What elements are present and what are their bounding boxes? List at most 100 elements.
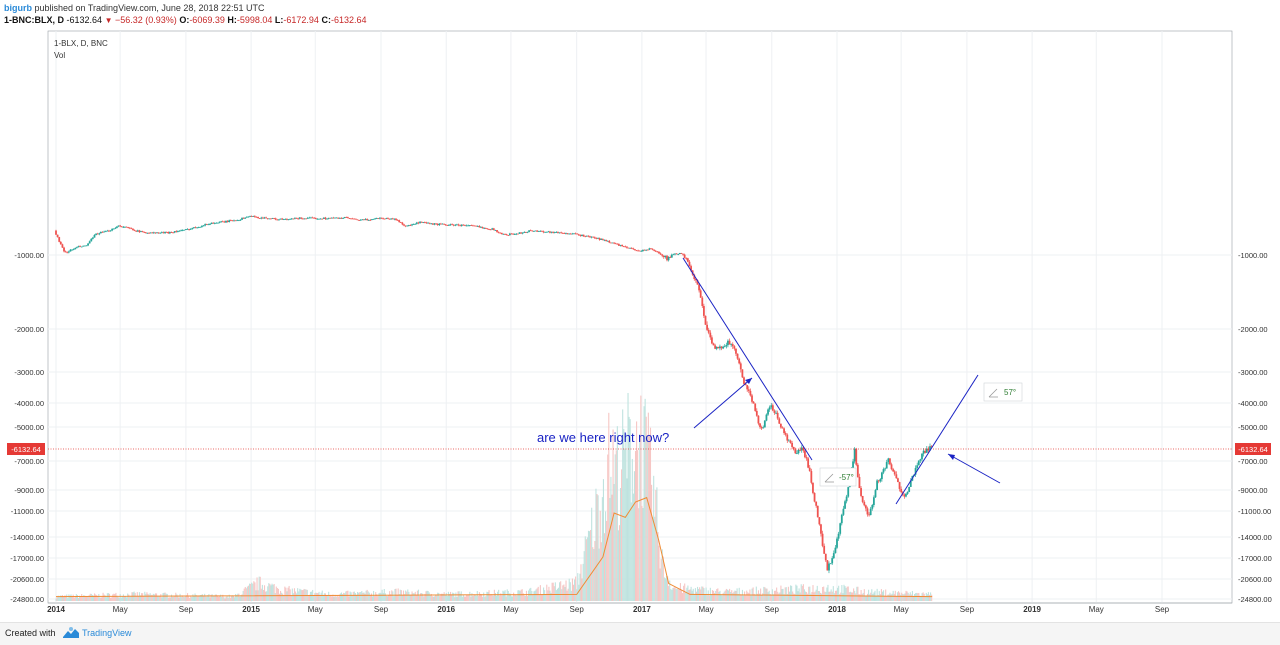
volume-bar bbox=[269, 583, 271, 601]
candle-body bbox=[218, 221, 221, 223]
volume-bar bbox=[789, 585, 792, 601]
candle-body bbox=[188, 229, 191, 230]
volume-bar bbox=[62, 596, 65, 601]
volume-bar bbox=[698, 588, 700, 601]
volume-bar bbox=[804, 591, 807, 601]
volume-bar bbox=[386, 596, 389, 601]
candle-body bbox=[74, 247, 77, 250]
arrow-to-downtrend bbox=[693, 377, 753, 429]
candle-body bbox=[760, 427, 763, 429]
volume-bar bbox=[841, 585, 843, 601]
candle-body bbox=[549, 231, 551, 233]
volume-bar bbox=[210, 594, 212, 601]
candle-body bbox=[555, 231, 558, 233]
candle-body bbox=[369, 219, 372, 221]
candle-body bbox=[268, 218, 271, 220]
candle-body bbox=[173, 231, 176, 233]
candle-body bbox=[306, 217, 309, 219]
volume-bar bbox=[627, 392, 629, 601]
volume-bar bbox=[570, 590, 572, 601]
volume-bar bbox=[271, 583, 273, 601]
candle-body bbox=[80, 246, 83, 248]
volume-bar bbox=[222, 594, 224, 601]
volume-bar bbox=[493, 589, 495, 601]
volume-bar bbox=[769, 594, 771, 601]
volume-bar bbox=[753, 593, 755, 601]
volume-bar bbox=[181, 595, 183, 601]
volume-bar bbox=[485, 596, 487, 601]
candle-body bbox=[152, 232, 155, 234]
volume-bar bbox=[67, 597, 69, 601]
volume-bar bbox=[844, 586, 846, 601]
volume-bar bbox=[847, 586, 849, 601]
volume-bar bbox=[673, 587, 675, 601]
candle-body bbox=[363, 219, 365, 221]
candle-body bbox=[542, 231, 545, 233]
volume-bar bbox=[755, 586, 757, 601]
volume-bar bbox=[296, 593, 298, 601]
candle-body bbox=[356, 219, 359, 221]
candle-body bbox=[634, 249, 636, 251]
candle-body bbox=[439, 223, 442, 225]
volume-bar bbox=[504, 590, 506, 601]
volume-bar bbox=[101, 597, 103, 601]
volume-bar bbox=[182, 596, 184, 601]
volume-bar bbox=[299, 588, 301, 601]
volume-bar bbox=[327, 595, 329, 601]
volume-bar bbox=[862, 592, 864, 601]
volume-bar bbox=[856, 586, 858, 601]
tradingview-brand[interactable]: TradingView bbox=[82, 628, 132, 638]
volume-bar bbox=[639, 434, 641, 601]
candle-body bbox=[130, 228, 133, 230]
volume-bar bbox=[360, 592, 362, 601]
candle-body bbox=[560, 232, 563, 234]
volume-bar bbox=[776, 587, 778, 601]
volume-bar bbox=[389, 591, 391, 601]
volume-bar bbox=[275, 586, 277, 601]
candle-body bbox=[451, 224, 454, 226]
volume-bar bbox=[387, 595, 390, 601]
y-tick-label-left: -4000.00 bbox=[14, 399, 44, 408]
volume-bar bbox=[183, 597, 185, 601]
candle-body bbox=[88, 241, 91, 244]
candle-body bbox=[318, 218, 320, 220]
volume-bar bbox=[354, 593, 356, 601]
volume-bar bbox=[796, 585, 798, 601]
volume-bar bbox=[462, 594, 464, 601]
volume-bar bbox=[283, 594, 285, 601]
candle-body bbox=[167, 232, 170, 234]
volume-bar bbox=[57, 595, 59, 601]
volume-bar bbox=[315, 592, 317, 601]
volume-bar bbox=[895, 596, 897, 601]
candle-body bbox=[141, 231, 144, 232]
close-label: C: bbox=[321, 15, 331, 25]
volume-bar bbox=[223, 597, 225, 601]
candle-body bbox=[207, 224, 210, 226]
tradingview-logo-icon[interactable] bbox=[62, 626, 80, 645]
candle-body bbox=[345, 217, 348, 218]
volume-bar bbox=[324, 593, 327, 601]
candle-body bbox=[266, 218, 269, 220]
candle-body bbox=[751, 395, 753, 402]
volume-bar bbox=[369, 595, 371, 601]
volume-bar bbox=[734, 590, 736, 601]
candle-body bbox=[796, 453, 798, 455]
candle-body bbox=[789, 440, 792, 443]
candle-body bbox=[722, 346, 725, 349]
candle-body bbox=[683, 254, 686, 259]
volume-bar bbox=[853, 588, 855, 601]
chart-area[interactable]: 2014 May Sep 2015 May Sep 2016 May Sep 2017 May Sep… bbox=[0, 30, 1280, 622]
volume-bar bbox=[572, 584, 575, 601]
volume-bar bbox=[540, 594, 542, 601]
last-price-label-right: -6132.64 bbox=[1238, 445, 1268, 454]
volume-bar bbox=[401, 595, 403, 601]
volume-bar bbox=[145, 593, 147, 601]
y-tick-label-right: -4000.00 bbox=[1238, 399, 1268, 408]
volume-bar bbox=[797, 591, 799, 601]
candle-body bbox=[702, 306, 705, 316]
price-chart[interactable]: 2014 May Sep 2015 May Sep 2016 May Sep 2017 May Sep… bbox=[0, 30, 1280, 622]
author-link[interactable]: bigurb bbox=[4, 3, 32, 13]
volume-bar bbox=[92, 595, 95, 601]
candle-body bbox=[566, 233, 569, 235]
volume-bar bbox=[750, 595, 752, 601]
